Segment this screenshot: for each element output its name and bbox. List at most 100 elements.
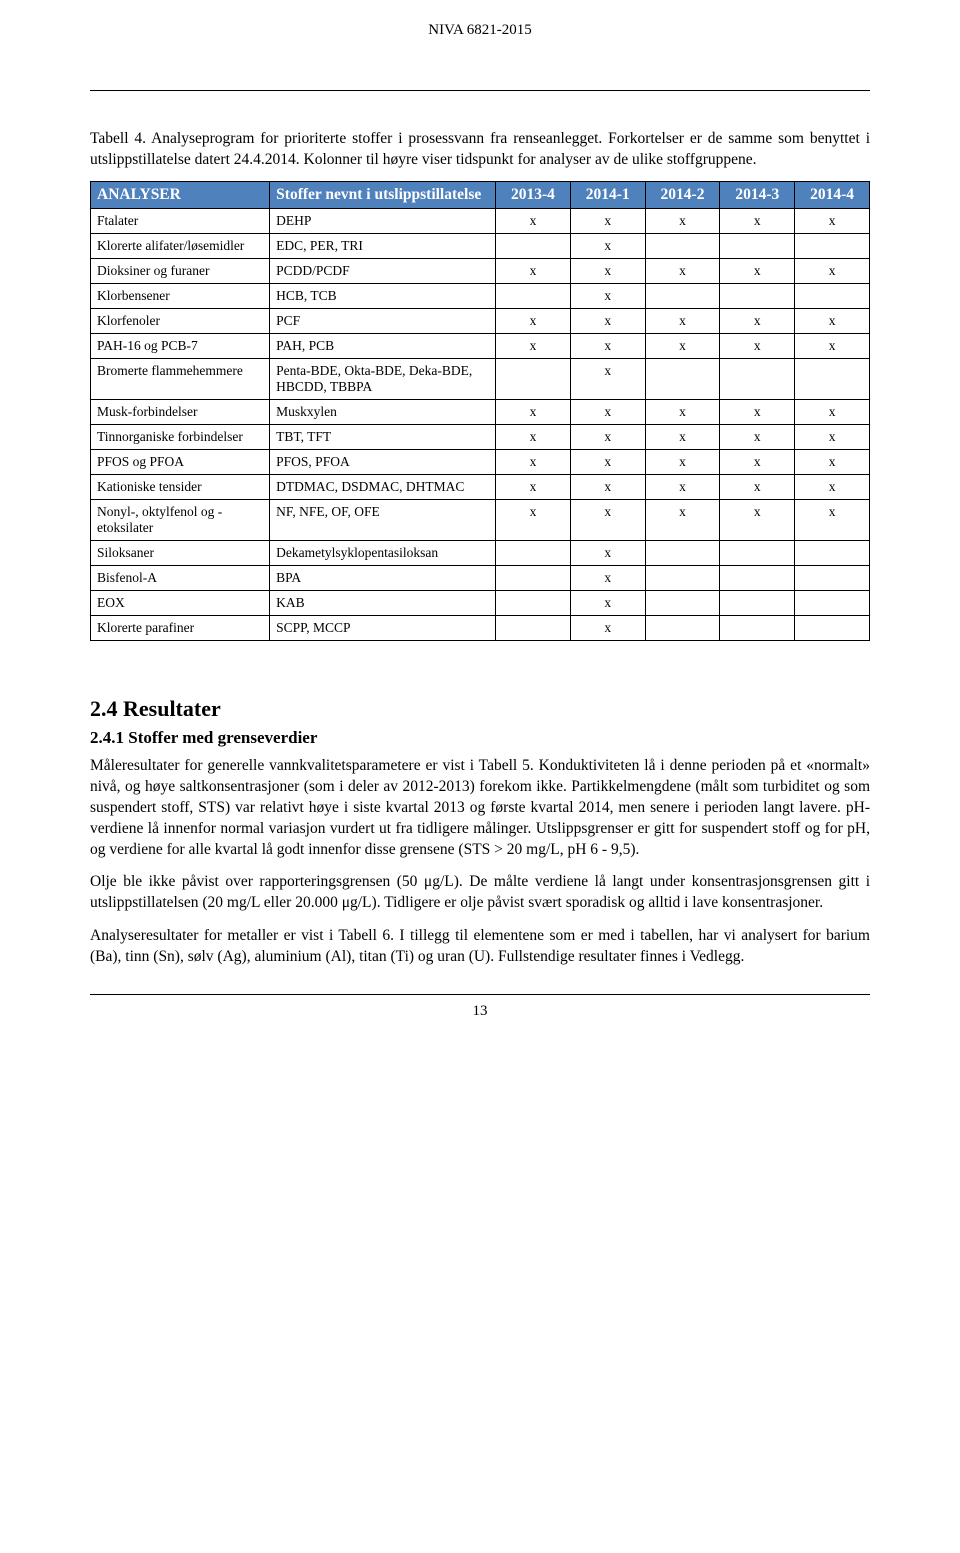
section-title: 2.4 Resultater (90, 696, 870, 722)
cell-analyser: PAH-16 og PCB-7 (91, 333, 270, 358)
cell-mark: x (645, 258, 720, 283)
table-row: KlorbensenerHCB, TCB x (91, 283, 870, 308)
cell-mark: x (795, 424, 870, 449)
cell-mark (645, 590, 720, 615)
cell-mark: x (496, 449, 571, 474)
cell-analyser: Musk-forbindelser (91, 399, 270, 424)
col-analyser: ANALYSER (91, 181, 270, 208)
cell-analyser: Klorerte alifater/løsemidler (91, 233, 270, 258)
cell-stoffer: EDC, PER, TRI (270, 233, 496, 258)
cell-stoffer: Penta-BDE, Okta-BDE, Deka-BDE, HBCDD, TB… (270, 358, 496, 399)
col-period-0: 2013-4 (496, 181, 571, 208)
cell-mark: x (570, 615, 645, 640)
cell-mark: x (795, 333, 870, 358)
cell-mark: x (570, 565, 645, 590)
cell-analyser: Ftalater (91, 208, 270, 233)
cell-mark: x (570, 333, 645, 358)
cell-mark: x (496, 499, 571, 540)
col-period-4: 2014-4 (795, 181, 870, 208)
table-row: Bromerte flammehemmerePenta-BDE, Okta-BD… (91, 358, 870, 399)
subsection-title: 2.4.1 Stoffer med grenseverdier (90, 728, 870, 748)
table-row: Dioksiner og furanerPCDD/PCDFxxxxx (91, 258, 870, 283)
cell-mark (720, 540, 795, 565)
cell-mark: x (795, 499, 870, 540)
cell-mark: x (720, 474, 795, 499)
table-row: EOXKAB x (91, 590, 870, 615)
table-row: Nonyl-, oktylfenol og -etoksilaterNF, NF… (91, 499, 870, 540)
cell-mark (720, 358, 795, 399)
table-row: Musk-forbindelserMuskxylenxxxxx (91, 399, 870, 424)
page-number: 13 (90, 1003, 870, 1020)
cell-mark: x (645, 333, 720, 358)
table-row: SiloksanerDekametylsyklopentasiloksan x (91, 540, 870, 565)
cell-mark: x (570, 283, 645, 308)
table-header-row: ANALYSER Stoffer nevnt i utslippstillate… (91, 181, 870, 208)
cell-mark (795, 540, 870, 565)
cell-mark (795, 358, 870, 399)
cell-mark: x (645, 208, 720, 233)
cell-mark: x (570, 399, 645, 424)
cell-mark: x (496, 474, 571, 499)
table-row: Klorerte parafinerSCPP, MCCPx (91, 615, 870, 640)
paragraph-1: Måleresultater for generelle vannkvalite… (90, 756, 870, 861)
cell-stoffer: Dekametylsyklopentasiloksan (270, 540, 496, 565)
cell-mark (720, 283, 795, 308)
cell-stoffer: NF, NFE, OF, OFE (270, 499, 496, 540)
cell-analyser: Siloksaner (91, 540, 270, 565)
cell-mark (645, 283, 720, 308)
col-stoffer: Stoffer nevnt i utslippstillatelse (270, 181, 496, 208)
cell-mark: x (795, 208, 870, 233)
table-caption: Tabell 4. Analyseprogram for prioriterte… (90, 129, 870, 171)
cell-mark (496, 540, 571, 565)
table-row: KlorfenolerPCFxxxxx (91, 308, 870, 333)
cell-mark: x (720, 333, 795, 358)
cell-analyser: EOX (91, 590, 270, 615)
cell-mark: x (570, 308, 645, 333)
cell-mark: x (720, 499, 795, 540)
cell-stoffer: DTDMAC, DSDMAC, DHTMAC (270, 474, 496, 499)
cell-mark: x (645, 499, 720, 540)
table-row: PFOS og PFOAPFOS, PFOAxxxxx (91, 449, 870, 474)
cell-mark: x (570, 590, 645, 615)
page: NIVA 6821-2015 Tabell 4. Analyseprogram … (0, 0, 960, 1060)
cell-stoffer: KAB (270, 590, 496, 615)
cell-mark: x (496, 399, 571, 424)
cell-stoffer: HCB, TCB (270, 283, 496, 308)
cell-stoffer: TBT, TFT (270, 424, 496, 449)
cell-mark: x (570, 474, 645, 499)
cell-mark: x (720, 308, 795, 333)
cell-mark: x (570, 424, 645, 449)
cell-stoffer: PCF (270, 308, 496, 333)
cell-mark (645, 615, 720, 640)
cell-mark: x (570, 540, 645, 565)
cell-mark (795, 283, 870, 308)
cell-mark: x (645, 449, 720, 474)
cell-mark (795, 233, 870, 258)
table-row: PAH-16 og PCB-7PAH, PCBxxxxx (91, 333, 870, 358)
cell-mark: x (720, 399, 795, 424)
cell-mark (645, 358, 720, 399)
col-period-1: 2014-1 (570, 181, 645, 208)
cell-mark: x (496, 424, 571, 449)
cell-mark (720, 233, 795, 258)
cell-analyser: Klorfenoler (91, 308, 270, 333)
cell-mark (720, 590, 795, 615)
cell-mark (496, 283, 571, 308)
cell-stoffer: PCDD/PCDF (270, 258, 496, 283)
paragraph-2: Olje ble ikke påvist over rapporteringsg… (90, 872, 870, 914)
cell-mark (720, 565, 795, 590)
cell-mark (720, 615, 795, 640)
col-period-2: 2014-2 (645, 181, 720, 208)
cell-mark: x (795, 399, 870, 424)
cell-stoffer: BPA (270, 565, 496, 590)
cell-mark: x (496, 333, 571, 358)
cell-mark (496, 358, 571, 399)
document-header: NIVA 6821-2015 (0, 22, 960, 39)
cell-analyser: Tinnorganiske forbindelser (91, 424, 270, 449)
cell-mark: x (720, 449, 795, 474)
cell-analyser: Bisfenol-A (91, 565, 270, 590)
cell-analyser: Klorbensener (91, 283, 270, 308)
table-row: Klorerte alifater/løsemidlerEDC, PER, TR… (91, 233, 870, 258)
cell-mark (795, 615, 870, 640)
cell-mark: x (720, 424, 795, 449)
